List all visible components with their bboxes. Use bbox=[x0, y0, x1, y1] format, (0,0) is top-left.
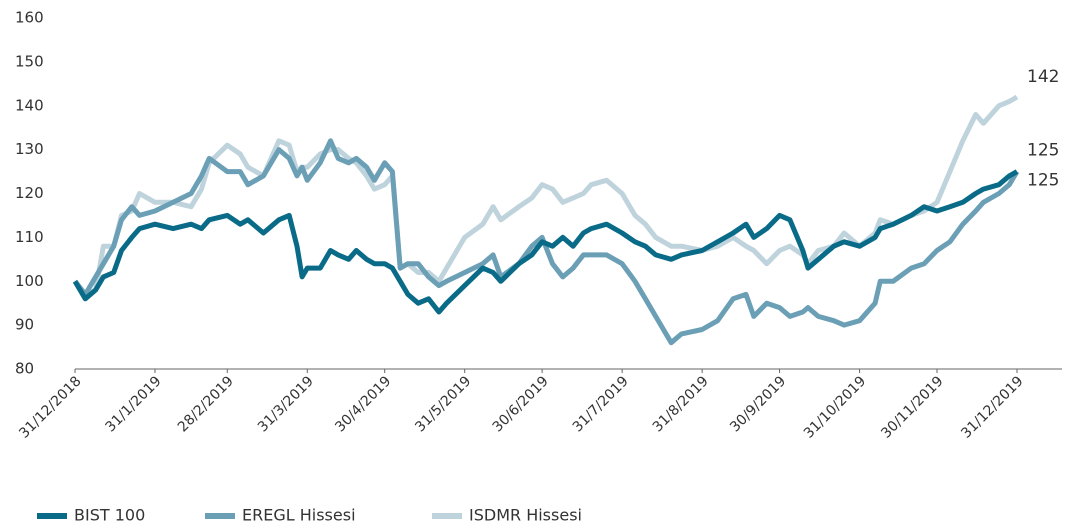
y-tick-label: 80 bbox=[15, 360, 34, 378]
x-tick-label: 31/12/2018 bbox=[16, 373, 84, 441]
y-tick-label: 160 bbox=[15, 9, 44, 27]
y-tick-label: 150 bbox=[15, 52, 44, 70]
end-label: 125 bbox=[1027, 141, 1059, 161]
x-tick-label: 31/7/2019 bbox=[570, 373, 632, 435]
x-tick-label: 28/2/2019 bbox=[175, 373, 237, 435]
x-tick-label: 31/1/2019 bbox=[103, 373, 165, 435]
y-tick-label: 130 bbox=[15, 140, 44, 158]
x-tick-label: 31/5/2019 bbox=[412, 373, 474, 435]
x-tick-label: 30/6/2019 bbox=[490, 373, 552, 435]
x-tick-label: 31/8/2019 bbox=[650, 373, 712, 435]
end-label: 125 bbox=[1027, 171, 1059, 191]
legend-label: BIST 100 bbox=[74, 506, 145, 525]
x-tick-label: 31/12/2019 bbox=[958, 373, 1026, 441]
x-tick-label: 30/11/2019 bbox=[878, 373, 946, 441]
y-tick-label: 100 bbox=[15, 272, 44, 290]
y-tick-label: 140 bbox=[15, 96, 44, 114]
legend: BIST 100 EREGL Hissesi ISDMR Hissesi bbox=[37, 506, 582, 525]
x-tick-label: 30/9/2019 bbox=[727, 373, 789, 435]
end-label: 142 bbox=[1027, 67, 1059, 87]
series-line bbox=[72, 169, 1019, 315]
x-tick-label: 31/10/2019 bbox=[801, 373, 869, 441]
x-tick-label: 31/3/2019 bbox=[255, 373, 317, 435]
legend-label: EREGL Hissesi bbox=[242, 506, 356, 525]
y-tick-label: 120 bbox=[15, 184, 44, 202]
y-tick-label: 90 bbox=[15, 316, 34, 334]
series-line bbox=[73, 94, 1019, 297]
legend-label: ISDMR Hissesi bbox=[469, 506, 582, 525]
x-tick-label: 30/4/2019 bbox=[332, 373, 394, 435]
y-tick-label: 110 bbox=[15, 228, 44, 246]
